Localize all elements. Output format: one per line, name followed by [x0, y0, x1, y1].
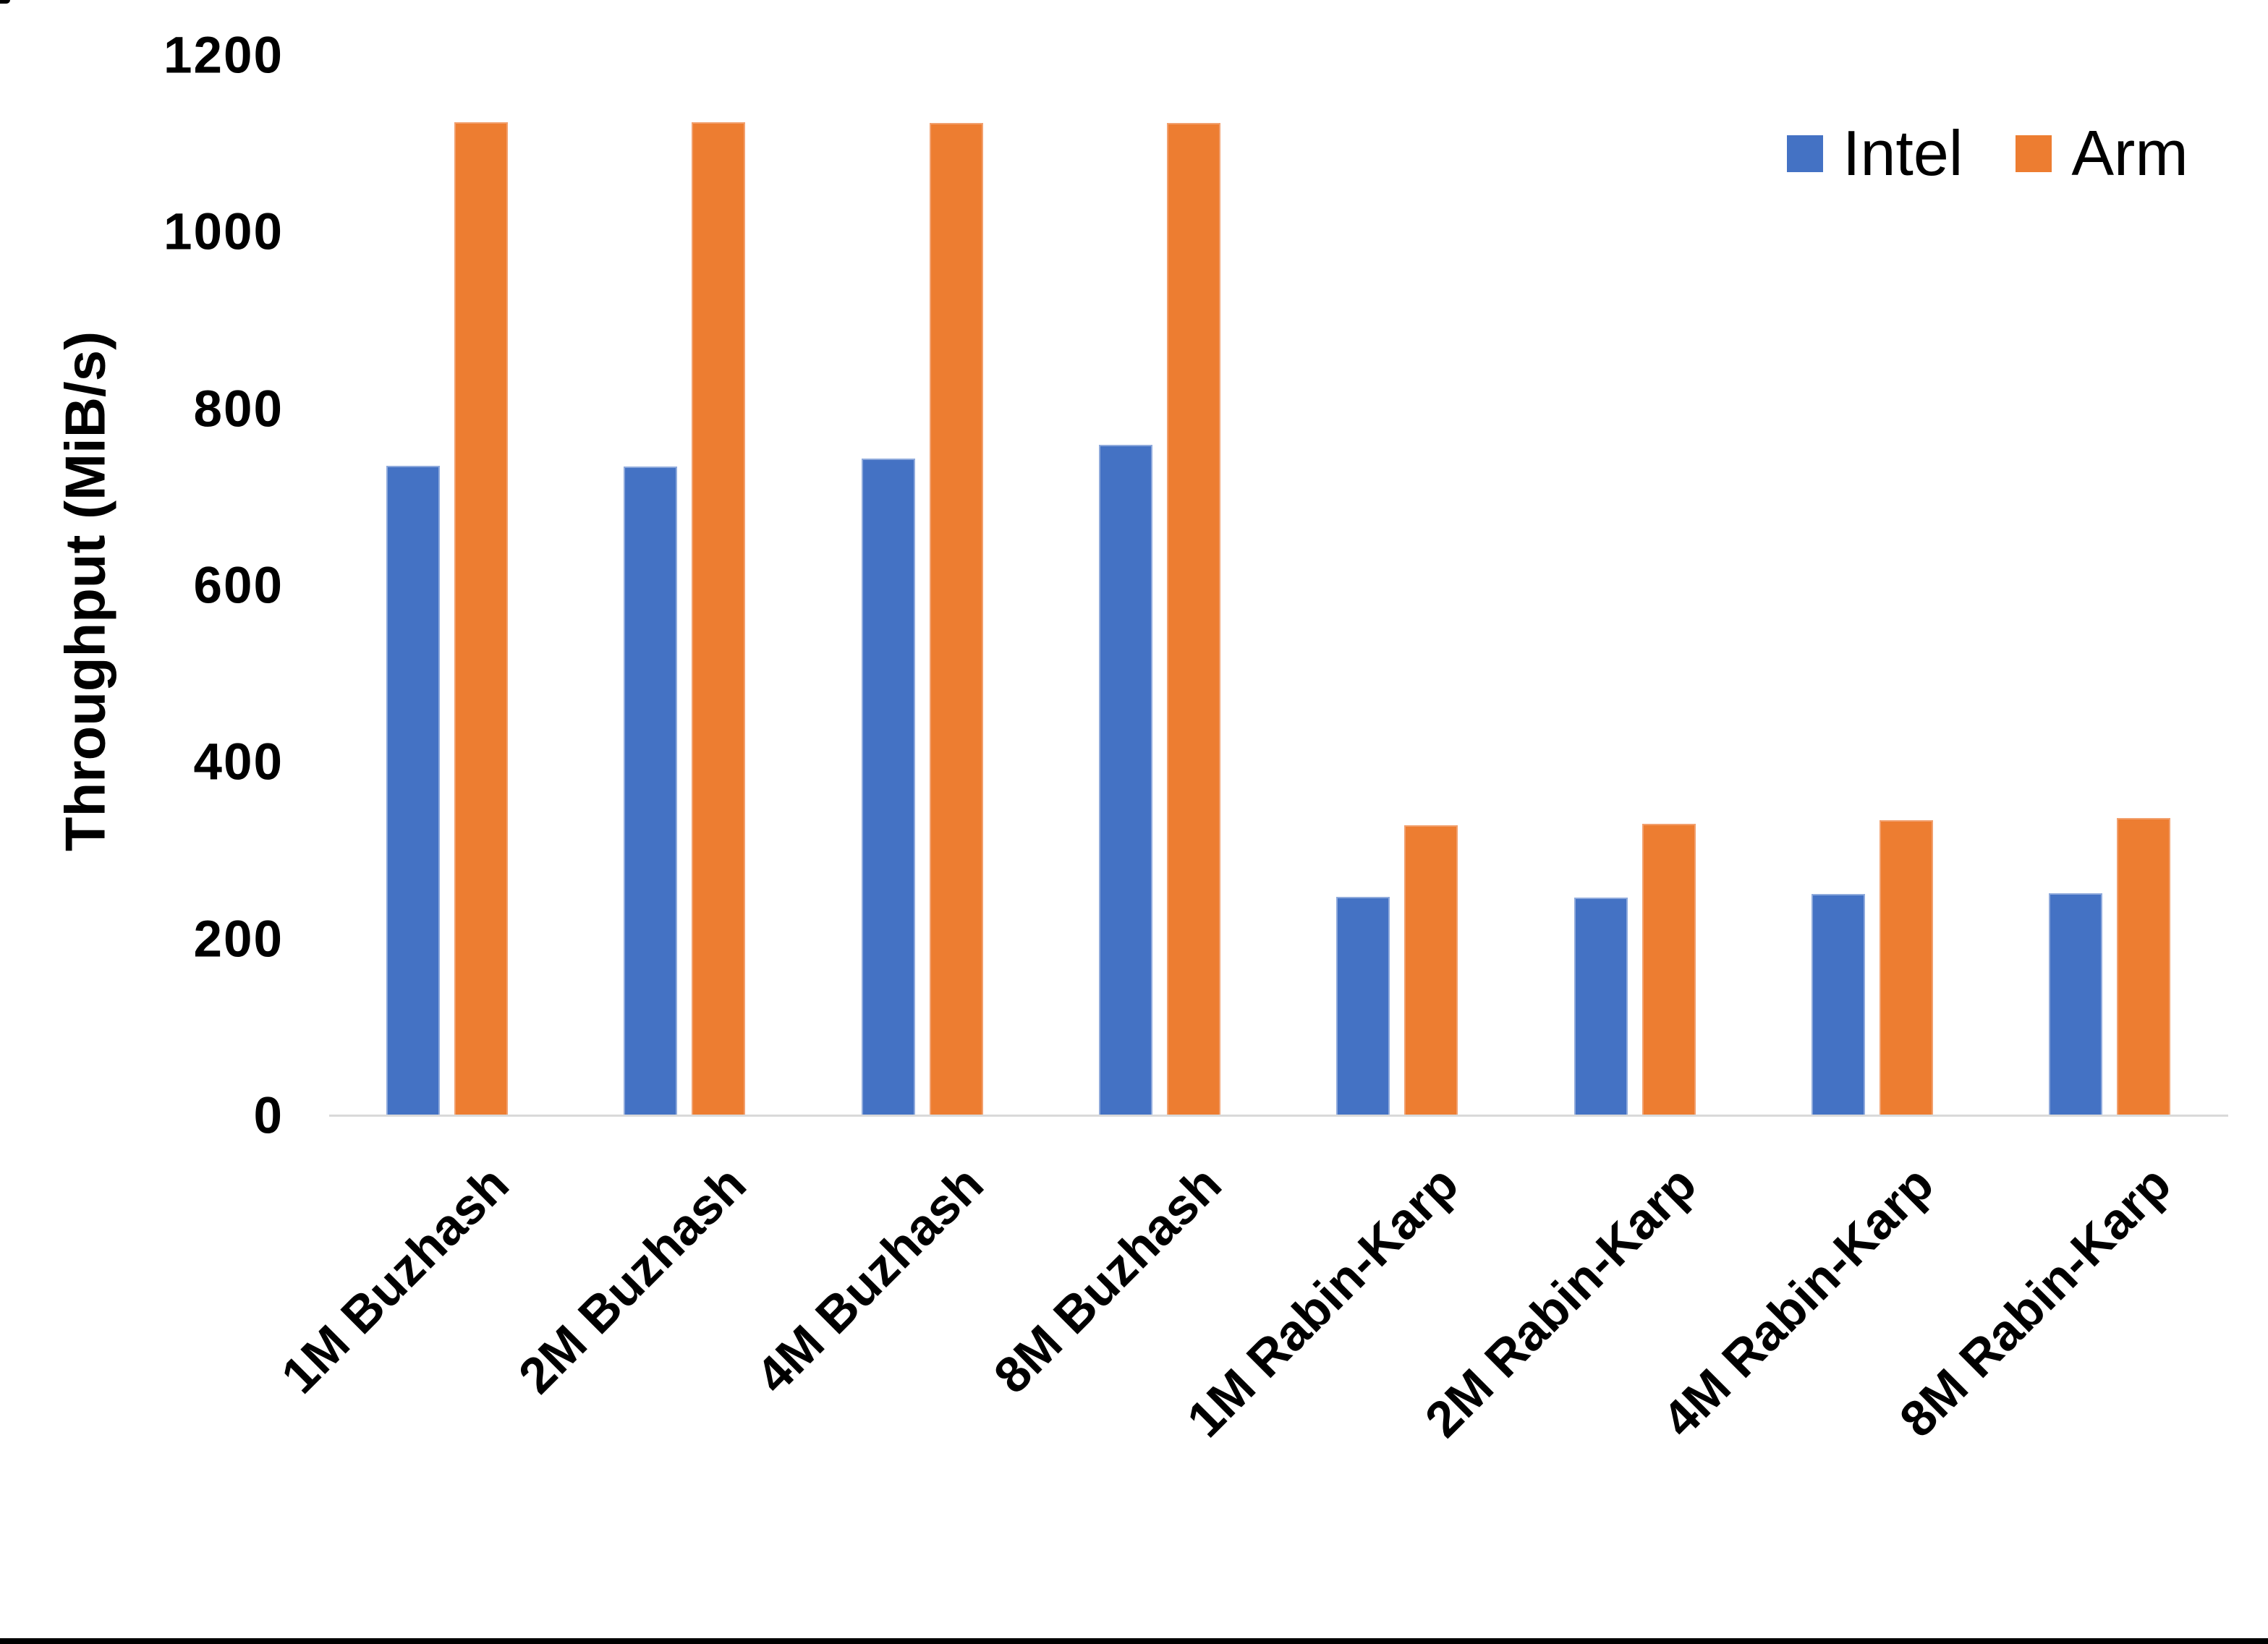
legend-label-arm: Arm	[2071, 117, 2188, 189]
bar-intel-8m-buzhash	[1099, 444, 1152, 1116]
bottom-border	[0, 1638, 2268, 1644]
x-category-label-2m-buzhash: 2M Buzhash	[507, 1155, 757, 1405]
legend-item-intel: Intel	[1787, 122, 1963, 185]
bar-intel-1m-buzhash	[386, 465, 440, 1116]
y-tick-label-200: 200	[193, 911, 284, 968]
bar-arm-1m-rabin-karp	[1404, 825, 1458, 1116]
y-tick-label-800: 800	[193, 380, 284, 438]
x-axis-line	[329, 1115, 2228, 1117]
y-tick-label-1200: 1200	[163, 27, 284, 85]
bar-intel-1m-rabin-karp	[1336, 897, 1390, 1116]
window-corner-artifact	[0, 0, 10, 4]
legend: Intel Arm	[1787, 122, 2188, 185]
y-tick-label-600: 600	[193, 557, 284, 615]
legend-swatch-arm	[2016, 135, 2052, 172]
bar-arm-8m-buzhash	[1167, 122, 1220, 1116]
y-tick-label-0: 0	[253, 1087, 284, 1145]
legend-item-arm: Arm	[2016, 122, 2188, 185]
bar-intel-2m-rabin-karp	[1574, 898, 1628, 1116]
bar-arm-1m-buzhash	[454, 122, 508, 1116]
x-category-label-4m-buzhash: 4M Buzhash	[745, 1155, 995, 1405]
bar-arm-2m-buzhash	[692, 122, 745, 1116]
y-tick-label-1000: 1000	[163, 203, 284, 261]
bar-arm-8m-rabin-karp	[2117, 818, 2170, 1116]
legend-swatch-intel	[1787, 135, 1823, 172]
bar-intel-2m-buzhash	[624, 467, 677, 1116]
bar-arm-2m-rabin-karp	[1642, 823, 1696, 1116]
y-tick-label-400: 400	[193, 733, 284, 791]
bar-intel-8m-rabin-karp	[2049, 893, 2102, 1116]
bar-intel-4m-rabin-karp	[1812, 894, 1865, 1116]
x-category-label-1m-buzhash: 1M Buzhash	[270, 1155, 519, 1405]
legend-label-intel: Intel	[1843, 117, 1963, 189]
bar-intel-4m-buzhash	[862, 459, 915, 1116]
bar-arm-4m-rabin-karp	[1880, 819, 1933, 1116]
bar-arm-4m-buzhash	[930, 122, 983, 1116]
x-category-label-8m-buzhash: 8M Buzhash	[982, 1155, 1232, 1405]
